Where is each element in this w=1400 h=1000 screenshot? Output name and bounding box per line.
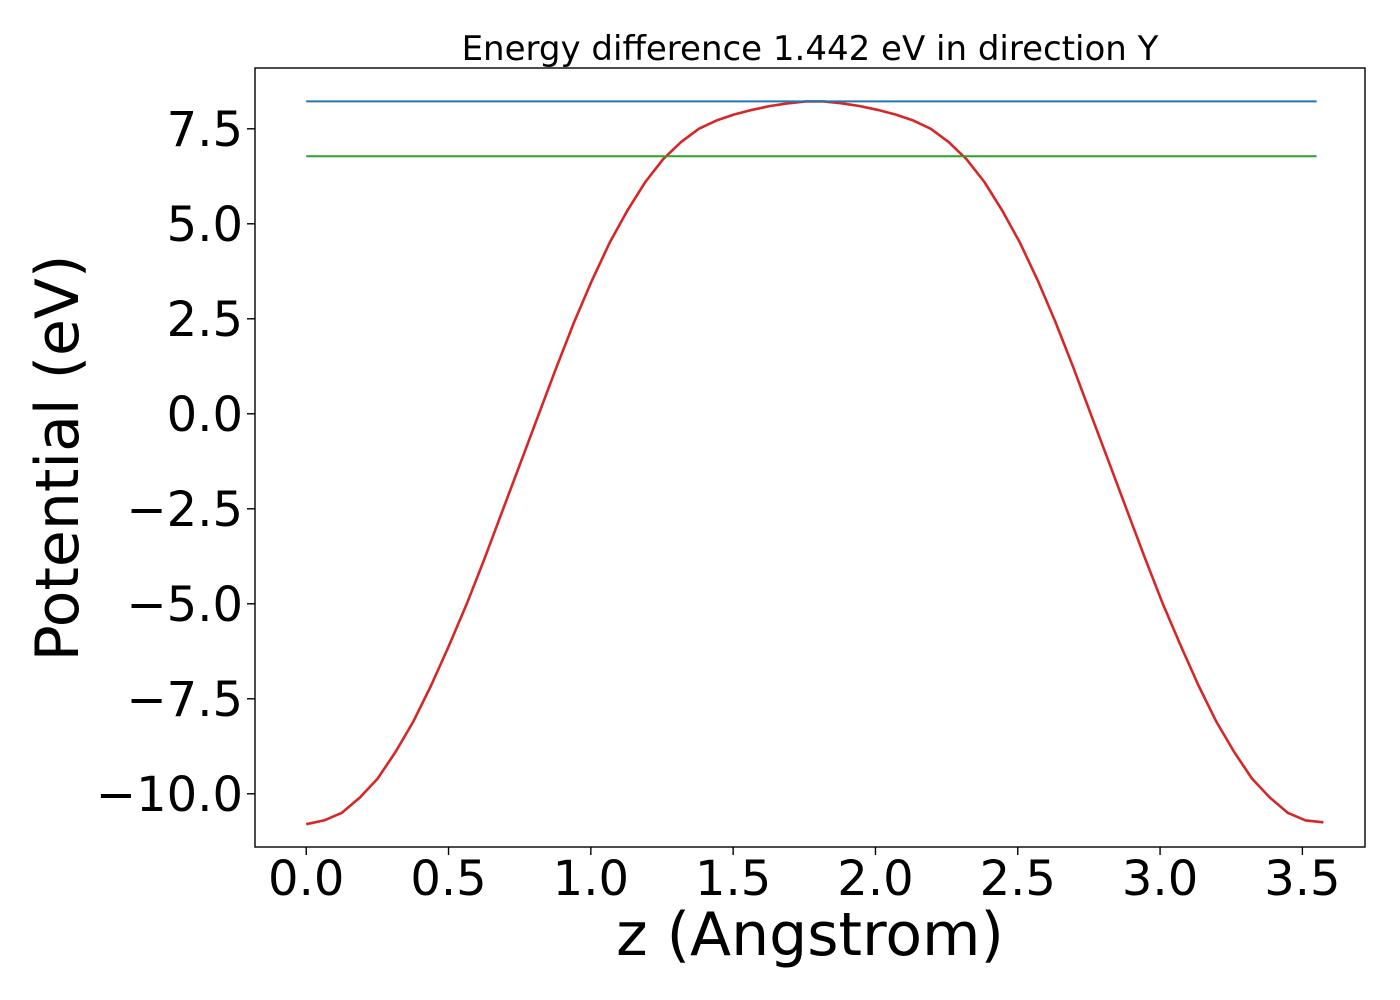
- series-line-1: [305, 100, 1324, 826]
- plot-frame: [254, 67, 1366, 848]
- x-tick-label: 2.0: [837, 851, 913, 907]
- y-tick-label: 2.5: [167, 292, 243, 348]
- y-tick-label: −7.5: [126, 672, 243, 728]
- y-tick-label: −10.0: [96, 767, 243, 823]
- x-tick-label: 3.0: [1122, 851, 1198, 907]
- y-tick-label: 0.0: [167, 387, 243, 443]
- y-tick-label: 7.5: [167, 102, 243, 158]
- x-tick-label: 1.0: [553, 851, 629, 907]
- x-tick-label: 1.5: [695, 851, 771, 907]
- chart-title: Energy difference 1.442 eV in direction …: [462, 29, 1159, 69]
- y-tick-label: 5.0: [167, 197, 243, 253]
- x-axis-label: z (Angstrom): [616, 900, 1004, 970]
- x-tick-label: 0.5: [410, 851, 486, 907]
- x-axis: 0.0 0.5 1.0 1.5 2.0 2.5 3.0 3.5: [268, 847, 1341, 907]
- series-layer: [305, 100, 1324, 826]
- x-tick-label: 0.0: [268, 851, 344, 907]
- x-tick-label: 3.5: [1264, 851, 1340, 907]
- x-tick-label: 2.5: [980, 851, 1056, 907]
- y-axis: −10.0 −7.5 −5.0 −2.5 0.0 2.5 5.0 7.5: [96, 102, 255, 823]
- y-tick-label: −2.5: [126, 482, 243, 538]
- y-tick-label: −5.0: [126, 577, 243, 633]
- y-axis-label: Potential (eV): [23, 255, 93, 662]
